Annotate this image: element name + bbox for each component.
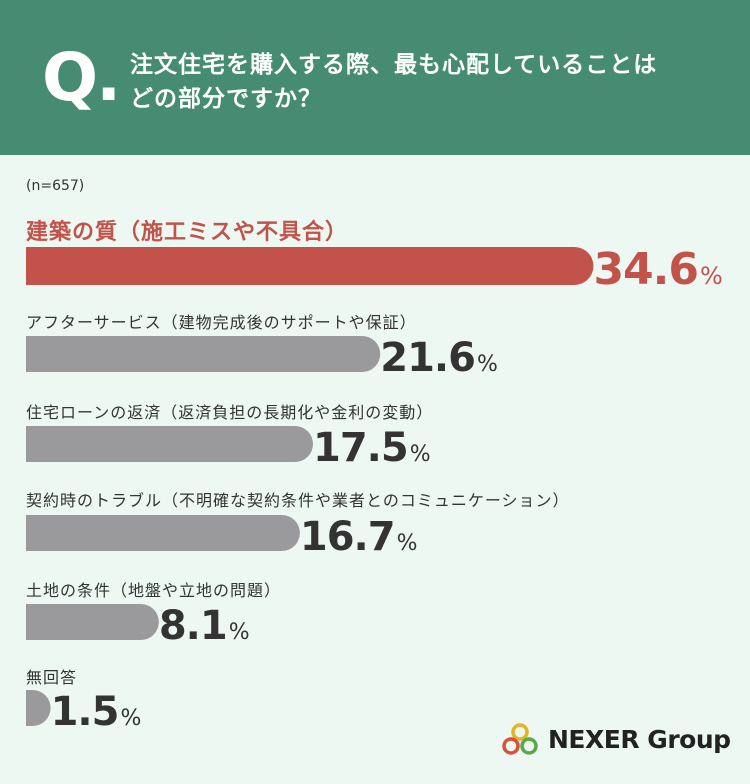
value-label-2: 21.6% xyxy=(380,335,498,381)
value-label-5: 8.1% xyxy=(159,603,250,649)
bar-5 xyxy=(26,604,159,640)
bar-2 xyxy=(26,336,381,372)
q-mark: Q. xyxy=(42,39,121,116)
category-label-1: 建築の質（施工ミスや不具合） xyxy=(26,220,349,245)
bar-1 xyxy=(26,247,594,285)
category-label-5: 土地の条件（地盤や立地の問題） xyxy=(26,581,282,600)
brand-logo: NEXER Group xyxy=(500,722,731,756)
category-label-6: 無回答 xyxy=(26,668,78,687)
category-label-2: アフターサービス（建物完成後のサポートや保証） xyxy=(26,313,417,332)
category-label-3: 住宅ローンの返済（返済負担の長期化や金利の変動） xyxy=(26,403,434,422)
value-label-6: 1.5% xyxy=(51,689,142,735)
sample-size: (n=657) xyxy=(26,178,85,194)
three-ring-logo-icon xyxy=(502,723,538,755)
brand-name: NEXER Group xyxy=(548,724,731,754)
bar-3 xyxy=(26,426,313,462)
category-label-4: 契約時のトラブル（不明確な契約条件や業者とのコミュニケーション） xyxy=(26,491,570,510)
question-line-1: 注文住宅を購入する際、最も心配していることは xyxy=(130,52,658,78)
bar-6 xyxy=(26,690,51,726)
question-line-2: どの部分ですか？ xyxy=(130,86,322,112)
bar-4 xyxy=(26,515,300,551)
question-header: Q. 注文住宅を購入する際、最も心配していることは どの部分ですか？ xyxy=(0,0,750,155)
question-text: 注文住宅を購入する際、最も心配していることは どの部分ですか？ xyxy=(130,48,730,116)
value-label-3: 17.5% xyxy=(313,425,431,471)
value-label-4: 16.7% xyxy=(300,514,418,560)
value-label-1: 34.6% xyxy=(593,244,722,295)
